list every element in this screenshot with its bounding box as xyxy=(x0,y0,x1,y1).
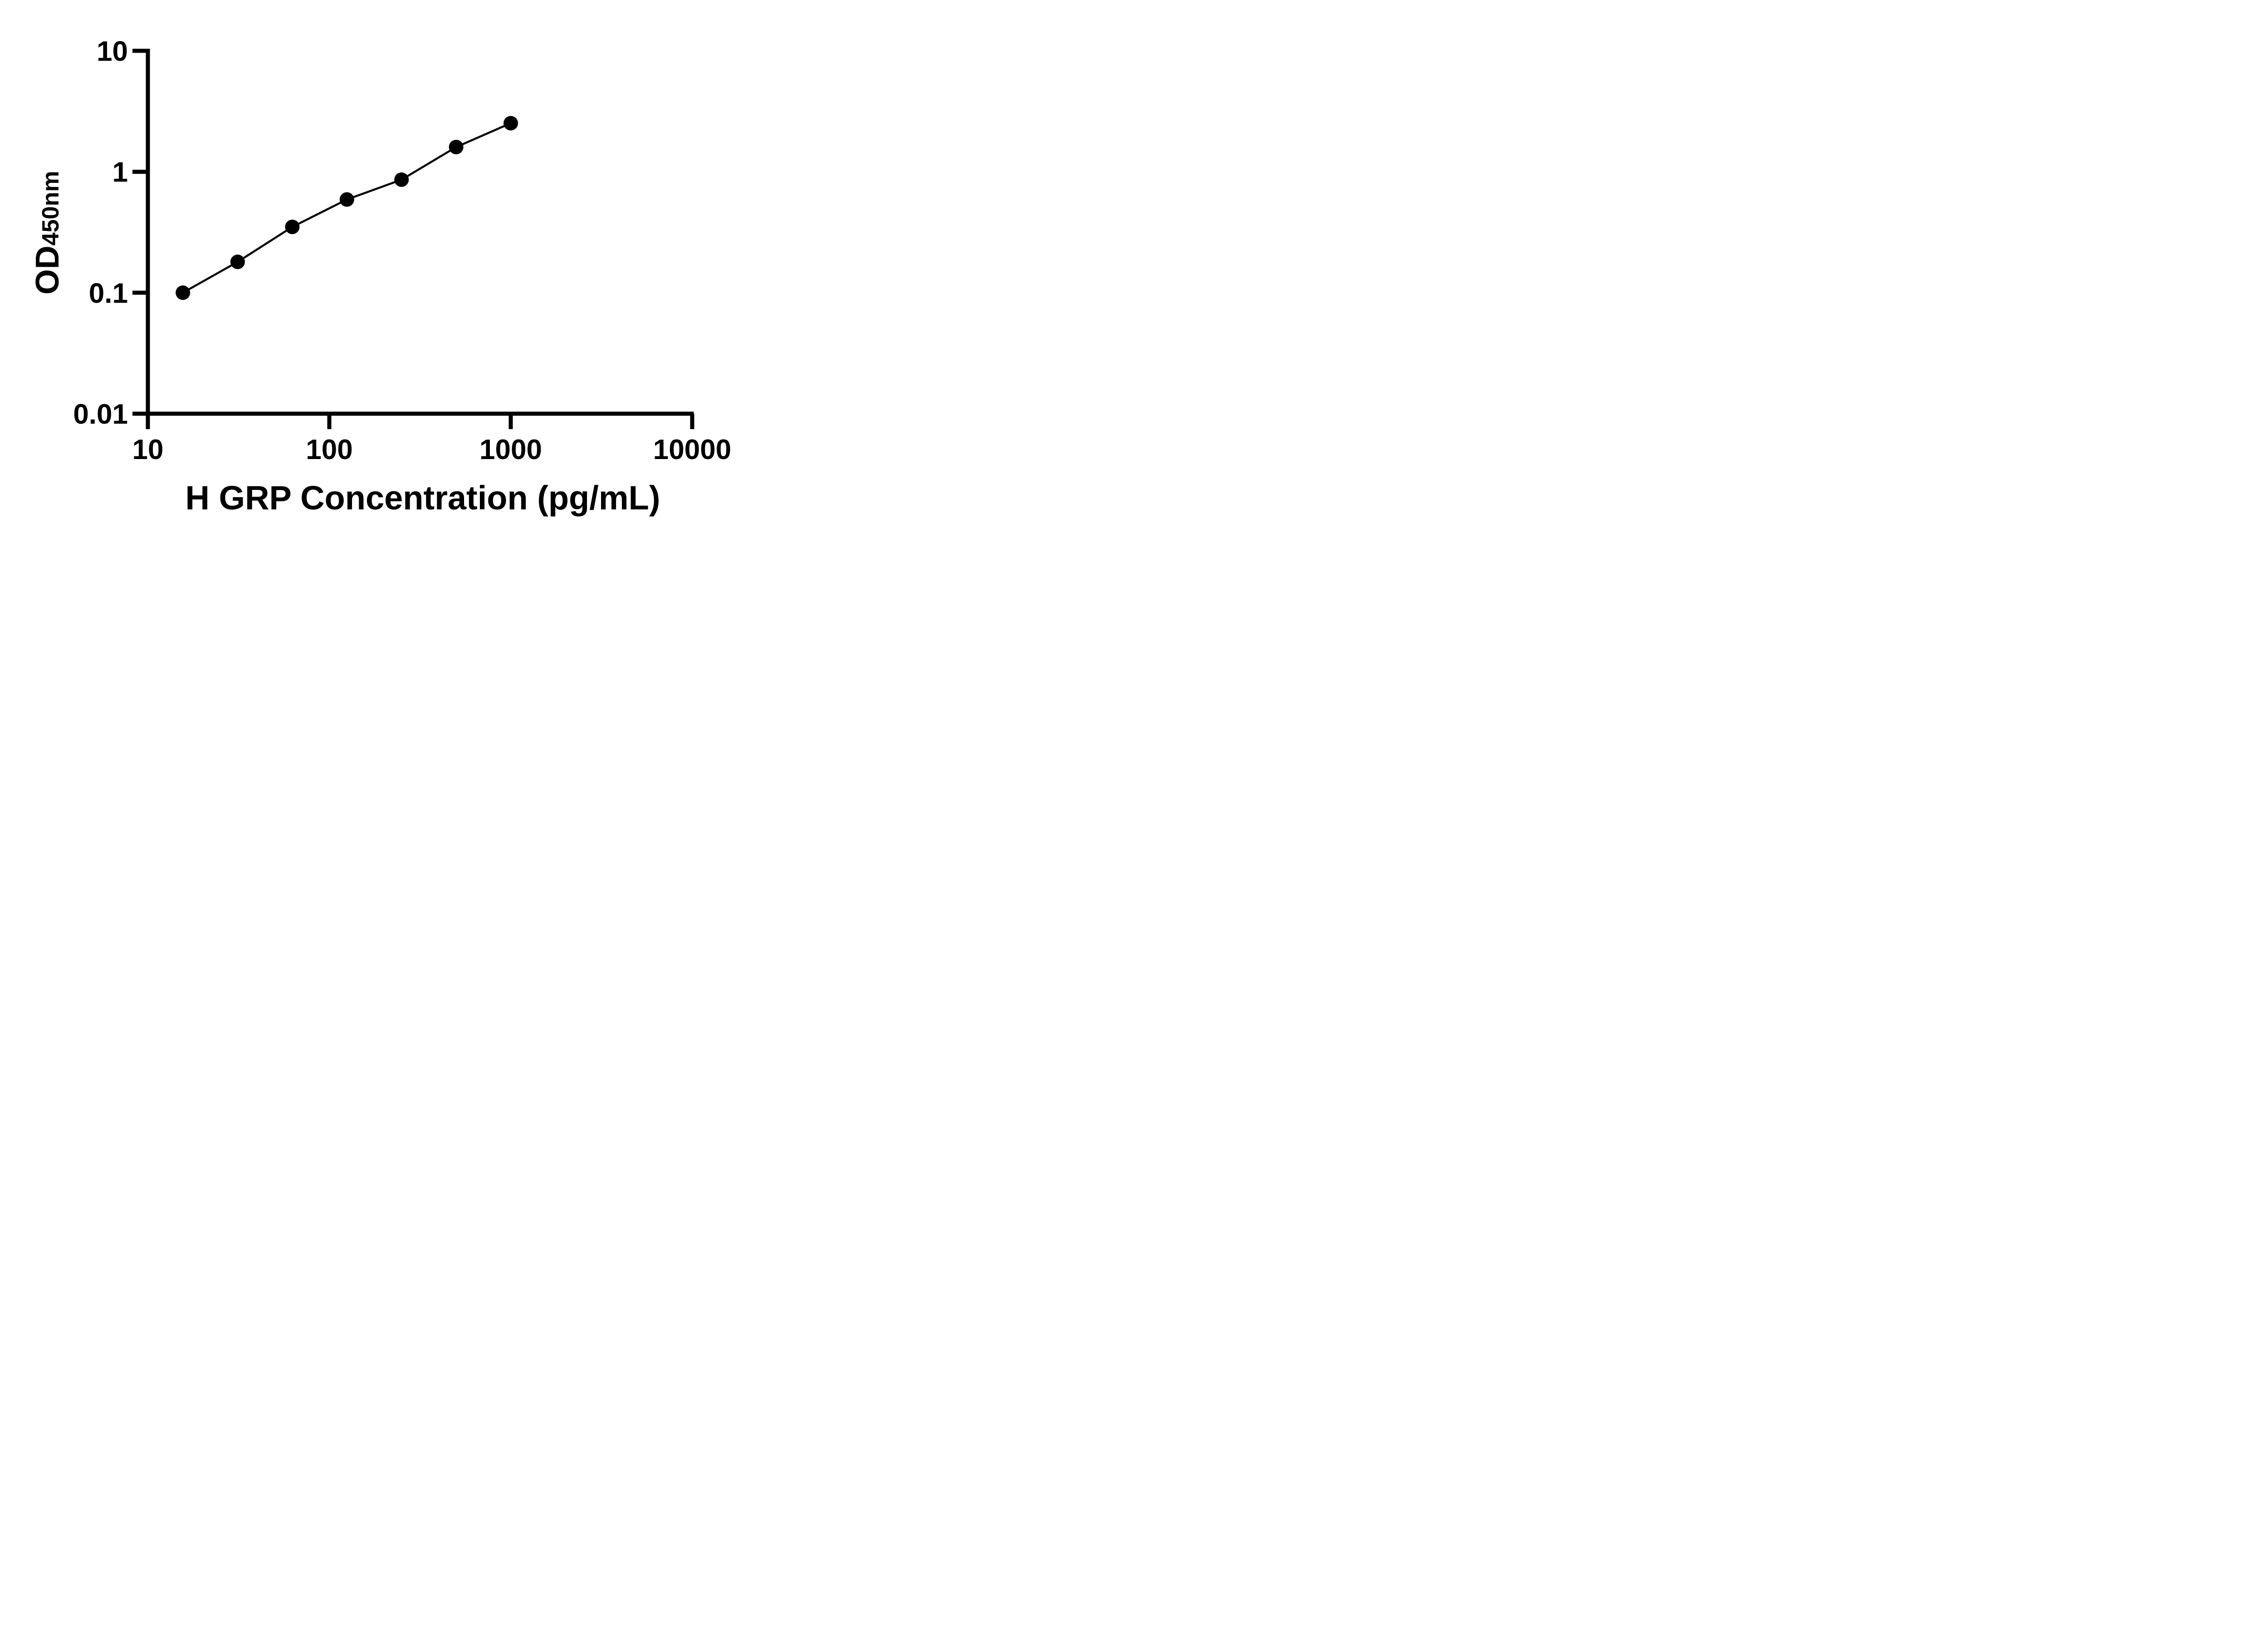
data-point xyxy=(449,140,464,155)
x-tick-label: 10000 xyxy=(653,434,731,465)
y-axis-title-main: OD xyxy=(29,245,66,294)
standard-curve-chart: 10 1 0.1 0.01 10 100 1000 10000 H GRP Concentr… xyxy=(29,36,731,517)
standard-curve-figure: 10 1 0.1 0.01 10 100 1000 10000 H GRP Concentr… xyxy=(0,0,776,544)
y-axis-ticks: 10 1 0.1 0.01 xyxy=(73,36,148,430)
plot-axes xyxy=(132,49,694,416)
data-point xyxy=(285,220,300,235)
data-point xyxy=(176,285,191,300)
data-point xyxy=(503,116,518,131)
x-tick-label: 100 xyxy=(306,434,352,465)
y-axis-title: OD450nm xyxy=(29,171,66,295)
data-point xyxy=(230,254,245,269)
x-axis-ticks: 10 100 1000 10000 xyxy=(132,414,731,465)
y-axis-title-subscript: 450nm xyxy=(38,171,64,246)
data-point xyxy=(394,172,409,187)
data-series xyxy=(176,116,518,300)
y-tick-label: 0.01 xyxy=(73,399,128,430)
x-axis-title: H GRP Concentration (pg/mL) xyxy=(186,479,660,517)
data-point xyxy=(339,192,354,207)
y-tick-label: 10 xyxy=(97,36,128,67)
y-tick-label: 1 xyxy=(112,157,128,188)
x-tick-label: 1000 xyxy=(479,434,542,465)
x-tick-label: 10 xyxy=(132,434,164,465)
y-tick-label: 0.1 xyxy=(89,278,128,309)
